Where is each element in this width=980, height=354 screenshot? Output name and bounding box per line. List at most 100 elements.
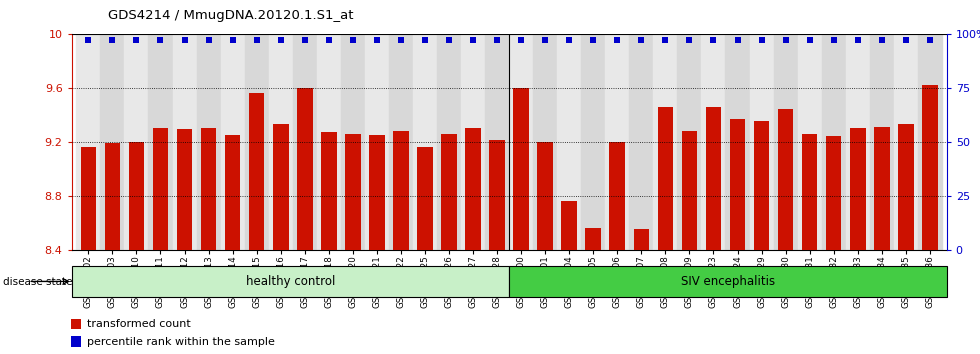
Bar [654, 34, 677, 250]
Bar [706, 107, 721, 250]
Point [874, 37, 890, 43]
Bar [533, 34, 558, 250]
Bar [466, 128, 481, 250]
Bar [317, 34, 341, 250]
Bar [176, 130, 192, 250]
Point [922, 37, 938, 43]
Bar [272, 124, 288, 250]
Bar [197, 34, 220, 250]
Text: transformed count: transformed count [87, 319, 191, 329]
Bar [72, 319, 81, 329]
Bar [874, 127, 890, 250]
FancyBboxPatch shape [509, 266, 947, 297]
Bar [80, 147, 96, 250]
Point [730, 37, 746, 43]
Bar [128, 142, 144, 250]
Point [850, 37, 865, 43]
Bar [297, 87, 313, 250]
Bar [72, 336, 81, 347]
Point [562, 37, 577, 43]
Point [272, 37, 288, 43]
Bar [172, 34, 197, 250]
Bar [249, 93, 265, 250]
Bar [562, 201, 577, 250]
Bar [922, 85, 938, 250]
Bar [76, 34, 100, 250]
Bar [220, 34, 245, 250]
Bar [606, 34, 629, 250]
Bar [610, 142, 625, 250]
Bar [558, 34, 581, 250]
Bar [269, 34, 293, 250]
Point [128, 37, 144, 43]
Point [297, 37, 313, 43]
Point [393, 37, 409, 43]
Bar [702, 34, 725, 250]
FancyBboxPatch shape [72, 266, 509, 297]
Bar [413, 34, 437, 250]
Bar [437, 34, 461, 250]
Bar [105, 143, 121, 250]
Bar [441, 133, 457, 250]
Bar [918, 34, 942, 250]
Bar [581, 34, 606, 250]
Bar [754, 121, 769, 250]
Bar [850, 128, 865, 250]
Point [681, 37, 697, 43]
Bar [201, 128, 217, 250]
Bar [224, 135, 240, 250]
Bar [153, 128, 169, 250]
Bar [100, 34, 124, 250]
Bar [393, 131, 409, 250]
Bar [826, 136, 842, 250]
Bar [585, 228, 601, 250]
Bar [798, 34, 821, 250]
Bar [846, 34, 869, 250]
Point [417, 37, 433, 43]
Bar [894, 34, 918, 250]
Point [321, 37, 337, 43]
Point [537, 37, 553, 43]
Text: percentile rank within the sample: percentile rank within the sample [87, 337, 275, 347]
Bar [869, 34, 894, 250]
Point [369, 37, 385, 43]
Point [514, 37, 529, 43]
Point [633, 37, 649, 43]
Text: disease state: disease state [3, 277, 73, 287]
Point [826, 37, 842, 43]
Point [802, 37, 817, 43]
Bar [821, 34, 846, 250]
Bar [489, 140, 505, 250]
Bar [369, 135, 385, 250]
Bar [389, 34, 413, 250]
Bar [537, 142, 553, 250]
Bar [802, 133, 817, 250]
Point [898, 37, 913, 43]
Point [658, 37, 673, 43]
Bar [773, 34, 798, 250]
Point [201, 37, 217, 43]
Bar [509, 34, 533, 250]
Bar [461, 34, 485, 250]
Bar [345, 133, 361, 250]
Bar [677, 34, 702, 250]
Text: SIV encephalitis: SIV encephalitis [681, 275, 775, 288]
Bar [485, 34, 509, 250]
Bar [658, 107, 673, 250]
Text: healthy control: healthy control [246, 275, 335, 288]
Point [778, 37, 794, 43]
Bar [725, 34, 750, 250]
Bar [730, 119, 746, 250]
Point [176, 37, 192, 43]
Bar [321, 132, 336, 250]
Bar [633, 229, 649, 250]
Point [610, 37, 625, 43]
Point [224, 37, 240, 43]
Point [80, 37, 96, 43]
Text: GDS4214 / MmugDNA.20120.1.S1_at: GDS4214 / MmugDNA.20120.1.S1_at [108, 9, 354, 22]
Point [249, 37, 265, 43]
Bar [365, 34, 389, 250]
Bar [682, 131, 697, 250]
Bar [898, 124, 913, 250]
Bar [245, 34, 269, 250]
